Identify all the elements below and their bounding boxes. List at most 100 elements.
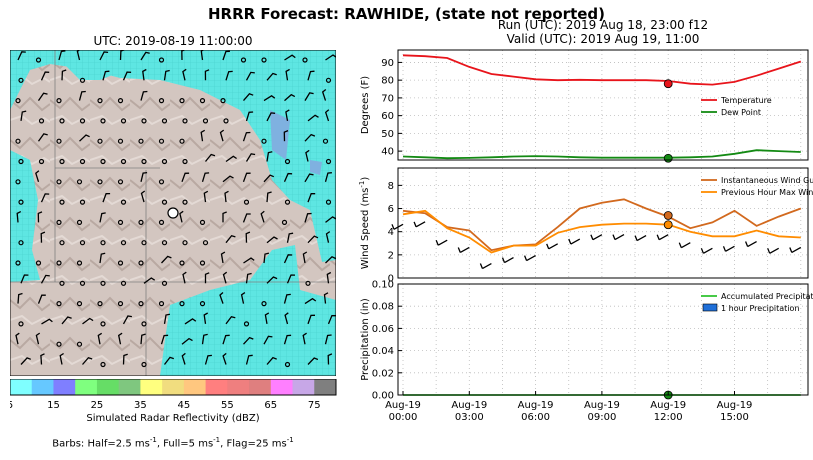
wind-barb bbox=[243, 93, 254, 102]
wind-barb bbox=[286, 274, 296, 284]
calm-wind-marker bbox=[56, 97, 62, 104]
wind-barb bbox=[201, 172, 210, 182]
wind-barb bbox=[203, 312, 209, 324]
wind-barb bbox=[140, 90, 148, 101]
calm-wind-marker bbox=[79, 158, 86, 165]
run-title: Run (UTC): 2019 Aug 18, 23:00 f12 Valid … bbox=[398, 18, 808, 46]
calm-wind-marker bbox=[284, 361, 291, 368]
current-time-marker bbox=[663, 153, 673, 163]
colorbar-cell bbox=[31, 379, 54, 395]
calm-wind-marker bbox=[15, 260, 21, 266]
calm-wind-marker bbox=[79, 280, 86, 286]
state-borders bbox=[10, 50, 336, 376]
calm-wind-marker bbox=[117, 219, 124, 225]
wind-barb bbox=[245, 354, 253, 365]
x-tick-label-date: Aug-19 bbox=[518, 400, 554, 411]
calm-wind-marker bbox=[243, 321, 250, 327]
legend-label: Previous Hour Max Wind bbox=[721, 188, 813, 197]
y-axis-label: Precipitation (in) bbox=[360, 298, 371, 381]
calm-wind-marker bbox=[56, 301, 62, 307]
wind-barb bbox=[307, 114, 319, 122]
wind-barb bbox=[240, 292, 246, 304]
wind-barb bbox=[307, 70, 315, 81]
wind-barb bbox=[17, 51, 26, 61]
valid-line: Valid (UTC): 2019 Aug 19, 11:00 bbox=[506, 32, 700, 46]
wind-barb bbox=[479, 262, 492, 270]
calm-wind-marker bbox=[141, 321, 147, 327]
wind-barb bbox=[225, 70, 233, 81]
calm-wind-marker bbox=[15, 179, 21, 185]
wind-barb bbox=[321, 88, 327, 101]
colorbar-tick-label: 35 bbox=[134, 400, 147, 411]
calm-wind-marker bbox=[138, 260, 144, 266]
calm-wind-marker bbox=[179, 260, 185, 266]
wind-barb bbox=[181, 352, 186, 365]
calm-wind-marker bbox=[261, 301, 267, 307]
panel-frame bbox=[397, 167, 809, 279]
wind-barb bbox=[284, 93, 296, 102]
calm-wind-marker bbox=[117, 138, 124, 144]
barbs-note-flag: , Flag=25 ms bbox=[220, 438, 287, 450]
legend-label: 1 hour Precipitation bbox=[721, 304, 800, 313]
calm-wind-marker bbox=[199, 260, 206, 266]
wind-barb bbox=[140, 333, 146, 345]
y-tick-label: 70 bbox=[381, 93, 394, 104]
wind-barb bbox=[242, 213, 251, 223]
wind-barb bbox=[304, 173, 314, 183]
wind-barb bbox=[102, 70, 110, 81]
wind-barb bbox=[678, 242, 691, 249]
y-axis-label-sup: -1 bbox=[358, 181, 366, 188]
wind-barb bbox=[222, 50, 230, 61]
y-tick-label: 2 bbox=[388, 250, 394, 261]
calm-wind-marker bbox=[223, 118, 229, 124]
calm-wind-marker bbox=[18, 240, 24, 246]
wind-barb bbox=[325, 54, 336, 61]
wind-barb bbox=[122, 353, 128, 365]
calm-wind-marker bbox=[120, 240, 127, 246]
panel-1: 40 50 60 70 80 90 Degrees (F) Temperature Dew Po… bbox=[360, 49, 809, 163]
wind-barb bbox=[225, 315, 236, 325]
calm-wind-marker bbox=[79, 118, 86, 124]
wind-barb bbox=[243, 257, 255, 264]
wind-barb bbox=[82, 356, 93, 365]
wind-barb bbox=[413, 221, 426, 228]
colorbar-tick-label: 65 bbox=[264, 400, 277, 411]
wind-barb bbox=[40, 231, 46, 243]
x-tick-label-time: 06:00 bbox=[521, 412, 550, 423]
barbs-note-full: , Full=5 ms bbox=[156, 438, 214, 450]
y-tick-label: 6 bbox=[388, 204, 394, 215]
y-tick-label: 0.10 bbox=[372, 280, 394, 291]
y-tick-label: 0.04 bbox=[372, 346, 394, 357]
wind-barb bbox=[283, 130, 289, 142]
wind-barb bbox=[225, 234, 236, 244]
wind-barb bbox=[219, 129, 225, 142]
wind-barb bbox=[200, 50, 205, 61]
colorbar: 5 15 25 35 45 55 65 75 Simulated Radar Reflecti… bbox=[10, 379, 337, 424]
wind-barb bbox=[15, 332, 20, 345]
wind-barb bbox=[99, 252, 106, 264]
wind-barb bbox=[323, 292, 329, 304]
y-tick-label: 50 bbox=[381, 129, 394, 140]
wind-barb bbox=[97, 332, 103, 345]
wind-barb bbox=[200, 129, 206, 142]
wind-barb bbox=[20, 110, 27, 121]
calm-wind-marker bbox=[100, 240, 106, 246]
main-title: HRRR Forecast: RAWHIDE, (state not repor… bbox=[207, 5, 606, 23]
wind-barb bbox=[260, 210, 265, 223]
wind-barb bbox=[245, 231, 251, 243]
wind-barb bbox=[222, 352, 227, 365]
wind-barb bbox=[266, 236, 278, 244]
calm-wind-marker bbox=[325, 199, 332, 205]
calm-wind-marker bbox=[18, 77, 24, 83]
calm-wind-marker bbox=[182, 118, 188, 124]
calm-wind-marker bbox=[325, 158, 332, 165]
colorbar-tick-label: 5 bbox=[10, 400, 13, 411]
wind-barb bbox=[304, 212, 312, 223]
calm-wind-marker bbox=[158, 219, 165, 225]
x-tick-label-time: 12:00 bbox=[654, 412, 683, 423]
wind-barb bbox=[284, 312, 289, 325]
calm-wind-marker bbox=[79, 240, 86, 246]
colorbar-tick-label: 15 bbox=[47, 400, 60, 411]
calm-wind-marker bbox=[179, 301, 185, 307]
x-tick-label-time: 09:00 bbox=[587, 412, 616, 423]
